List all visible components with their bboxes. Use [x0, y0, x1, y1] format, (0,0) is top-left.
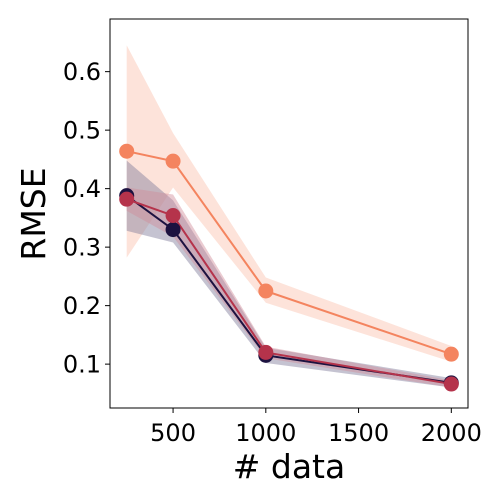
series-3-line [126, 198, 452, 386]
x-tick-label: 2000 [421, 419, 482, 447]
y-axis-ticks: 0.1 0.2 0.3 0.4 0.5 0.6 [63, 58, 110, 379]
x-axis-label: # data [233, 447, 345, 486]
series-1-point [443, 346, 459, 362]
x-axis-ticks: 500 1000 1500 2000 [150, 408, 482, 447]
series-1-point [165, 153, 181, 169]
y-tick-label: 0.2 [63, 292, 101, 320]
plot-frame [109, 18, 469, 409]
series-1-line [126, 150, 452, 356]
series-3-point [165, 208, 181, 224]
series-3-point [119, 191, 135, 207]
x-tick-label: 1000 [235, 419, 296, 447]
series-lines [126, 150, 452, 386]
y-tick-label: 0.1 [63, 351, 101, 379]
series-3-band [126, 187, 452, 388]
x-tick-label: 1500 [328, 419, 389, 447]
y-tick-label: 0.4 [63, 175, 101, 203]
y-tick-label: 0.3 [63, 234, 101, 262]
series-1-point [119, 143, 135, 159]
y-axis-label: RMSE [14, 167, 53, 260]
series-2-point [165, 222, 181, 238]
y-tick-label: 0.6 [63, 58, 101, 86]
y-tick-label: 0.5 [63, 117, 101, 145]
series-3-point [443, 376, 459, 392]
series-3-point [258, 344, 274, 360]
series-1-point [258, 283, 274, 299]
x-tick-label: 500 [150, 419, 196, 447]
series-points [119, 143, 459, 392]
